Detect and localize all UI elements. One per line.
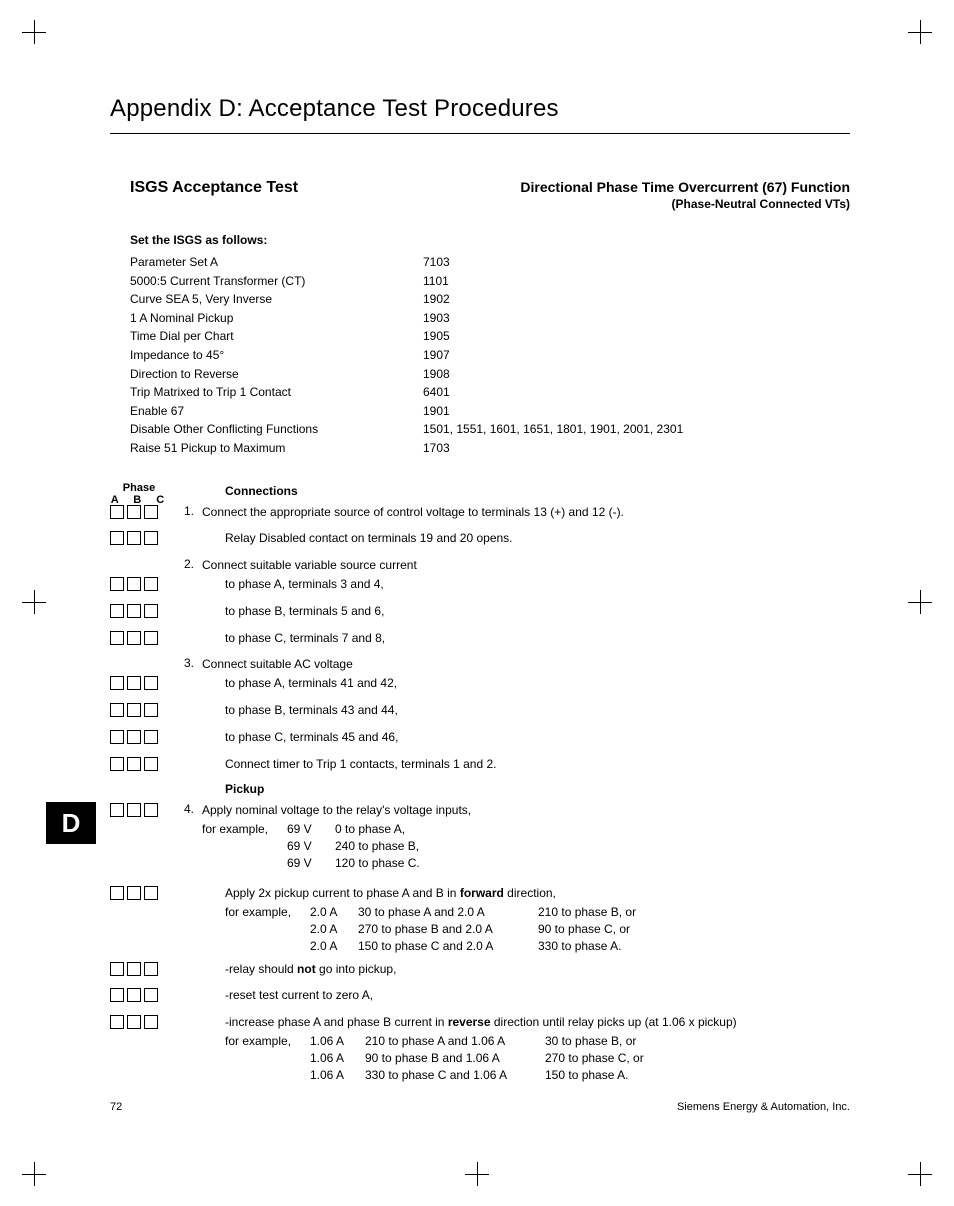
step-text: to phase A, terminals 3 and 4, [202, 576, 850, 593]
setting-row: Raise 51 Pickup to Maximum1703 [130, 439, 850, 458]
setting-code: 1907 [423, 346, 450, 365]
function-subtitle: (Phase-Neutral Connected VTs) [520, 197, 850, 211]
example-row: for example,2.0 A30 to phase A and 2.0 A… [225, 904, 850, 921]
setting-label: 1 A Nominal Pickup [130, 309, 423, 328]
page-number: 72 [110, 1101, 122, 1113]
appendix-title: Appendix D: Acceptance Test Procedures [110, 95, 850, 134]
test-title: ISGS Acceptance Test [110, 179, 298, 197]
setting-row: Trip Matrixed to Trip 1 Contact6401 [130, 383, 850, 402]
example-row: for example,69 V0 to phase A, [202, 821, 850, 838]
setting-code: 1903 [423, 309, 450, 328]
setting-label: Direction to Reverse [130, 365, 423, 384]
checkbox-group [110, 630, 176, 645]
settings-header: Set the ISGS as follows: [130, 233, 850, 247]
setting-code: 1901 [423, 402, 450, 421]
setting-row: 5000:5 Current Transformer (CT)1101 [130, 272, 850, 291]
checkbox-group [110, 961, 176, 976]
function-title: Directional Phase Time Overcurrent (67) … [520, 179, 850, 195]
crop-mark [465, 1162, 489, 1186]
crop-mark [908, 20, 932, 44]
example-row: 69 V120 to phase C. [202, 855, 850, 872]
setting-code: 1501, 1551, 1601, 1651, 1801, 1901, 2001… [423, 420, 683, 439]
setting-label: Parameter Set A [130, 253, 423, 272]
section-pickup: Pickup [225, 782, 850, 796]
step-number: 1. [176, 504, 202, 518]
setting-row: Impedance to 45°1907 [130, 346, 850, 365]
step-text: Connect timer to Trip 1 contacts, termin… [202, 756, 850, 773]
crop-mark [22, 590, 46, 614]
setting-row: Direction to Reverse1908 [130, 365, 850, 384]
crop-mark [908, 590, 932, 614]
step-text: to phase C, terminals 45 and 46, [202, 729, 850, 746]
setting-label: Time Dial per Chart [130, 327, 423, 346]
crop-mark [22, 1162, 46, 1186]
setting-code: 1101 [423, 272, 449, 291]
checkbox-group [110, 987, 176, 1002]
example-row: for example,1.06 A210 to phase A and 1.0… [225, 1033, 850, 1050]
checkbox-group [110, 504, 176, 519]
checkbox-group [110, 802, 176, 817]
setting-code: 1908 [423, 365, 450, 384]
setting-label: Curve SEA 5, Very Inverse [130, 290, 423, 309]
setting-row: Enable 671901 [130, 402, 850, 421]
example-row: 1.06 A330 to phase C and 1.06 A150 to ph… [225, 1067, 850, 1084]
setting-code: 7103 [423, 253, 450, 272]
step-number: 2. [176, 557, 202, 571]
example-row: 2.0 A150 to phase C and 2.0 A330 to phas… [225, 938, 850, 955]
step-text: Connect the appropriate source of contro… [202, 504, 850, 521]
step-text: -reset test current to zero A, [202, 987, 850, 1004]
step-number: 4. [176, 802, 202, 816]
setting-label: Raise 51 Pickup to Maximum [130, 439, 423, 458]
step-text: to phase A, terminals 41 and 42, [202, 675, 850, 692]
step-text: -relay should not go into pickup, [202, 961, 850, 978]
step-text: to phase B, terminals 5 and 6, [202, 603, 850, 620]
setting-row: Curve SEA 5, Very Inverse1902 [130, 290, 850, 309]
checkbox-group [110, 530, 176, 545]
setting-label: Disable Other Conflicting Functions [130, 420, 423, 439]
checkbox-group [110, 702, 176, 717]
step-text: Connect suitable AC voltage [202, 656, 850, 673]
setting-label: Impedance to 45° [130, 346, 423, 365]
step-text: Apply nominal voltage to the relay's vol… [202, 802, 850, 871]
setting-code: 6401 [423, 383, 450, 402]
checkbox-group [110, 603, 176, 618]
section-tab-d: D [46, 802, 96, 844]
company-name: Siemens Energy & Automation, Inc. [677, 1101, 850, 1113]
setting-code: 1703 [423, 439, 450, 458]
setting-label: 5000:5 Current Transformer (CT) [130, 272, 423, 291]
setting-row: Disable Other Conflicting Functions1501,… [130, 420, 850, 439]
step-text: Relay Disabled contact on terminals 19 a… [202, 530, 850, 547]
step-text: Connect suitable variable source current [202, 557, 850, 574]
section-connections: Connections [225, 484, 850, 498]
setting-row: Time Dial per Chart1905 [130, 327, 850, 346]
setting-code: 1902 [423, 290, 450, 309]
checkbox-group [110, 756, 176, 771]
checkbox-group [110, 675, 176, 690]
step-text: Apply 2x pickup current to phase A and B… [202, 885, 850, 954]
checkbox-group [110, 1014, 176, 1029]
setting-row: Parameter Set A7103 [130, 253, 850, 272]
example-row: 69 V240 to phase B, [202, 838, 850, 855]
step-number: 3. [176, 656, 202, 670]
crop-mark [908, 1162, 932, 1186]
example-row: 2.0 A270 to phase B and 2.0 A90 to phase… [225, 921, 850, 938]
checkbox-group [110, 729, 176, 744]
step-text: -increase phase A and phase B current in… [202, 1014, 850, 1083]
step-text: to phase C, terminals 7 and 8, [202, 630, 850, 647]
setting-label: Trip Matrixed to Trip 1 Contact [130, 383, 423, 402]
checkbox-group [110, 576, 176, 591]
step-text: to phase B, terminals 43 and 44, [202, 702, 850, 719]
example-row: 1.06 A90 to phase B and 1.06 A270 to pha… [225, 1050, 850, 1067]
setting-label: Enable 67 [130, 402, 423, 421]
crop-mark [22, 20, 46, 44]
setting-code: 1905 [423, 327, 450, 346]
checkbox-group [110, 885, 176, 900]
setting-row: 1 A Nominal Pickup1903 [130, 309, 850, 328]
phase-header: Phase A B C [104, 482, 174, 506]
